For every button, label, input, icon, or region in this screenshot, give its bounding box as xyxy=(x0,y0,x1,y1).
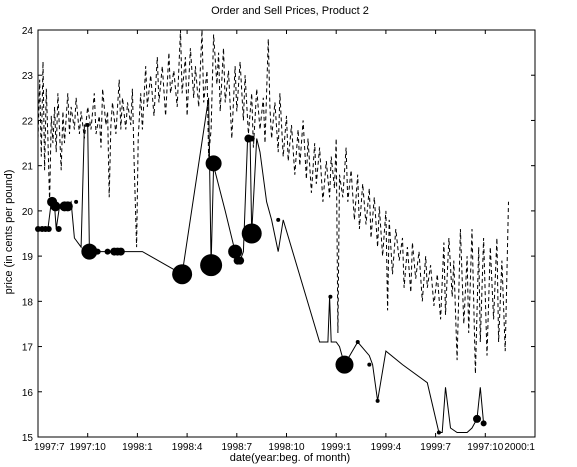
x-tick-label: 2000:1 xyxy=(504,442,535,453)
y-tick-label: 24 xyxy=(22,26,34,37)
order-marker xyxy=(74,199,79,204)
order-marker xyxy=(436,430,441,435)
sell-price-line xyxy=(38,30,509,374)
order-marker xyxy=(94,248,101,255)
y-tick-label: 16 xyxy=(22,388,34,399)
order-marker xyxy=(248,135,255,142)
order-marker xyxy=(355,340,360,345)
x-tick-label: 1997:7 xyxy=(34,442,65,453)
order-marker xyxy=(116,247,125,256)
order-marker xyxy=(228,244,243,259)
order-marker xyxy=(81,243,98,260)
y-tick-label: 15 xyxy=(22,433,34,444)
order-marker xyxy=(45,225,52,232)
x-tick-label: 1999:1 xyxy=(321,442,352,453)
order-marker xyxy=(62,201,73,212)
y-tick-label: 17 xyxy=(22,343,34,354)
order-marker xyxy=(85,122,90,127)
x-tick-label: 1999:4 xyxy=(371,442,402,453)
x-tick-label: 1998:7 xyxy=(222,442,253,453)
y-tick-label: 18 xyxy=(22,297,34,308)
order-marker xyxy=(276,217,281,222)
order-marker xyxy=(236,256,245,265)
y-tick-label: 22 xyxy=(22,116,34,127)
order-price-line xyxy=(38,97,485,433)
y-axis-label: price (in cents per pound) xyxy=(3,170,15,295)
order-marker xyxy=(55,225,62,232)
x-tick-label: 1998:4 xyxy=(172,442,203,453)
order-marker xyxy=(104,248,111,255)
chart-title: Order and Sell Prices, Product 2 xyxy=(211,5,369,17)
x-tick-label: 1999:7 xyxy=(420,442,451,453)
order-marker xyxy=(328,294,333,299)
order-marker xyxy=(241,223,262,244)
order-marker xyxy=(35,225,41,232)
y-tick-label: 19 xyxy=(22,252,34,263)
x-tick-label: 1998:10 xyxy=(268,442,305,453)
y-tick-label: 21 xyxy=(22,162,34,173)
order-marker xyxy=(375,398,380,403)
order-marker xyxy=(367,362,372,367)
order-marker xyxy=(473,414,482,423)
x-axis-label: date(year:beg. of month) xyxy=(230,452,350,464)
order-marker xyxy=(50,201,61,212)
order-marker xyxy=(172,264,193,285)
x-tick-label: 1997:10 xyxy=(70,442,107,453)
y-tick-label: 20 xyxy=(22,207,34,218)
y-tick-label: 23 xyxy=(22,71,34,82)
order-marker xyxy=(205,155,222,172)
order-marker xyxy=(200,254,223,277)
x-tick-label: 1998:1 xyxy=(122,442,153,453)
x-tick-label: 1997:10 xyxy=(467,442,504,453)
order-marker xyxy=(335,355,354,374)
order-marker xyxy=(480,420,487,427)
